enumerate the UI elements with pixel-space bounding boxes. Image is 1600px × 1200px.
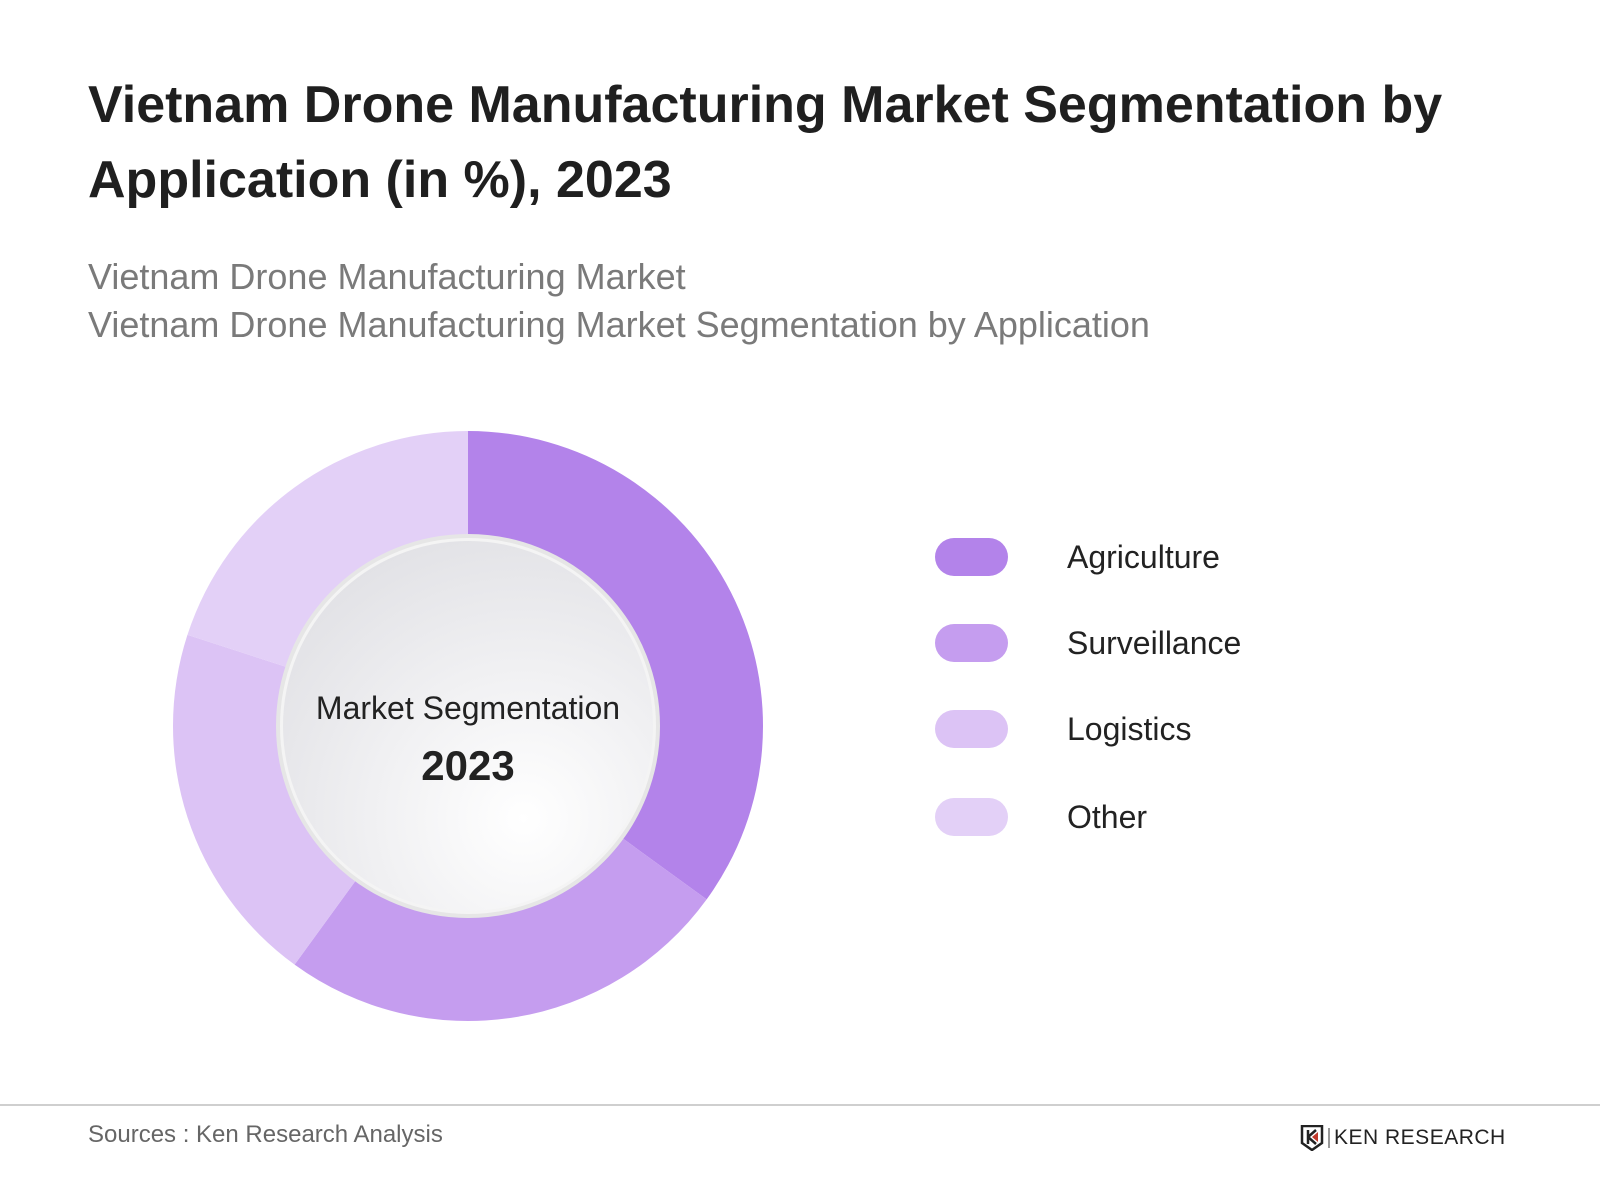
ken-research-logo: KEN RESEARCH: [1300, 1125, 1506, 1151]
legend-swatch: [935, 538, 1008, 576]
donut-slice-logistics: [172, 634, 357, 965]
logo-separator: [1328, 1128, 1330, 1148]
legend-label: Other: [1067, 799, 1148, 835]
legend-item-agriculture: Agriculture: [935, 538, 1435, 578]
chart-title: Vietnam Drone Manufacturing Market Segme…: [88, 76, 1443, 209]
subtitle-line-1: Vietnam Drone Manufacturing Market: [88, 256, 686, 297]
footer-divider: [0, 1104, 1600, 1106]
donut-slice-surveillance: [294, 837, 707, 1021]
subtitle-line-2: Vietnam Drone Manufacturing Market Segme…: [88, 304, 1150, 345]
legend-item-surveillance: Surveillance: [935, 624, 1435, 664]
legend-item-other: Other: [935, 798, 1435, 838]
legend-swatch: [935, 624, 1008, 662]
donut-slice-other: [187, 431, 468, 668]
legend-swatch: [935, 798, 1008, 836]
donut-hole-fill: [283, 541, 653, 911]
legend-label: Surveillance: [1067, 625, 1242, 661]
legend-item-logistics: Logistics: [935, 710, 1435, 750]
source-note: Sources : Ken Research Analysis: [88, 1121, 443, 1148]
ken-logo-icon: [1300, 1125, 1324, 1151]
legend-swatch: [935, 710, 1008, 748]
legend-label: Agriculture: [1067, 539, 1220, 575]
donut-slice-agriculture: [468, 431, 763, 900]
center-label: Market Segmentation: [316, 690, 620, 726]
legend-label: Logistics: [1067, 711, 1192, 747]
center-year: 2023: [421, 742, 514, 789]
logo-text: KEN RESEARCH: [1334, 1126, 1506, 1149]
